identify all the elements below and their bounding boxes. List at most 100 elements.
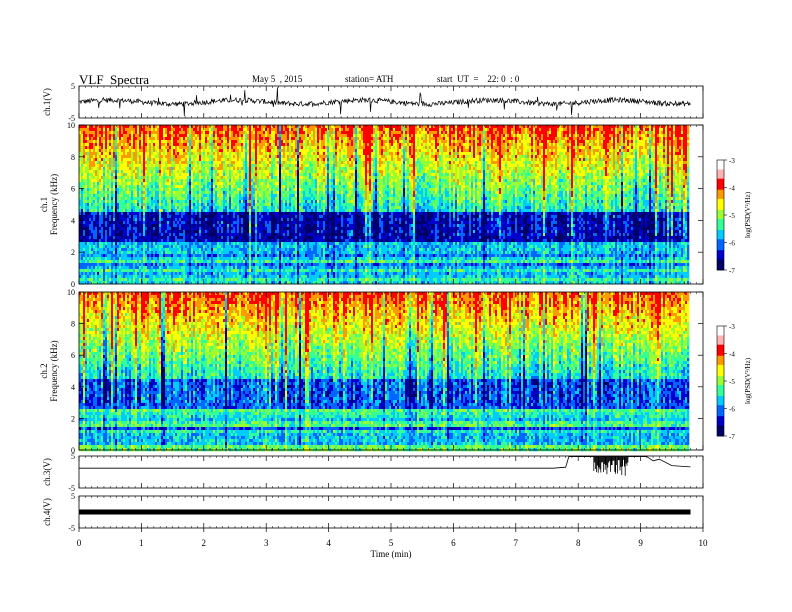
- spectrogram-cell: [261, 161, 266, 165]
- spectrogram-cell: [415, 167, 420, 171]
- spectrogram-cell: [361, 128, 374, 132]
- spectrogram-cell: [615, 146, 618, 150]
- spectrogram-cell: [399, 155, 402, 159]
- spectrogram-cell: [209, 140, 212, 144]
- spectrogram-cell: [387, 161, 390, 165]
- spectrogram-cell: [671, 185, 674, 189]
- spectrogram-cell: [403, 173, 406, 177]
- spectrogram-cell: [517, 167, 530, 171]
- spectrogram-cell: [127, 131, 132, 135]
- spectrogram-cell: [625, 134, 628, 138]
- spectrogram-cell: [123, 170, 132, 174]
- spectrogram-cell: [131, 161, 134, 165]
- spectrogram-cell: [573, 164, 576, 168]
- spectrogram-cell: [527, 185, 530, 189]
- spectrogram-cell: [143, 155, 146, 159]
- spectrogram-cell: [609, 167, 612, 171]
- spectrogram-cell: [423, 155, 426, 159]
- spectrogram-cell: [139, 128, 146, 132]
- spectrogram-cell: [275, 134, 278, 138]
- spectrogram-cell: [405, 161, 408, 165]
- spectrogram-cell: [231, 143, 236, 147]
- spectrogram-cell: [163, 161, 166, 165]
- spectrogram-cell: [97, 167, 100, 171]
- spectrogram-cell: [331, 167, 334, 171]
- spectrogram-cell: [303, 182, 306, 186]
- spectrogram-cell: [111, 170, 114, 174]
- spectrogram-cell: [93, 182, 96, 186]
- spectrogram-cell: [611, 176, 616, 180]
- spectrogram-cell: [259, 167, 262, 171]
- spectrogram-cell: [185, 182, 188, 186]
- spectrogram-cell: [647, 179, 650, 183]
- spectrogram-cell: [573, 182, 576, 186]
- spectrogram-cell: [153, 128, 156, 132]
- spectrogram-cell: [427, 176, 430, 180]
- spectrogram-cell: [185, 167, 188, 171]
- spectrogram-cell: [201, 152, 204, 156]
- spectrogram-cell: [361, 167, 366, 171]
- spectrogram-cell: [345, 143, 348, 147]
- spectrogram-cell: [455, 170, 458, 174]
- spectrogram-cell: [91, 176, 96, 180]
- spectrogram-cell: [211, 164, 214, 168]
- spectrogram-cell: [167, 152, 172, 156]
- spectrogram-cell: [369, 161, 372, 165]
- spectrogram-cell: [265, 134, 268, 138]
- spectrogram-cell: [325, 161, 328, 165]
- spectrogram-cell: [129, 149, 132, 153]
- spectrogram-cell: [315, 170, 318, 174]
- spectrogram-cell: [159, 125, 172, 129]
- spectrogram-cell: [107, 131, 112, 135]
- spectrogram-cell: [191, 131, 196, 135]
- spectrogram-cell: [125, 128, 136, 132]
- spectrogram-cell: [373, 134, 376, 138]
- spectrogram-cell: [87, 176, 90, 180]
- spectrogram-cell: [437, 155, 440, 159]
- spectrogram-cell: [173, 149, 176, 153]
- spectrogram-cell: [455, 158, 458, 162]
- spectrogram-cell: [185, 137, 188, 141]
- spectrogram-cell: [535, 161, 540, 165]
- spectrogram-cell: [217, 128, 224, 132]
- spectrogram-cell: [383, 128, 386, 132]
- spectrogram-cell: [687, 170, 690, 174]
- spectrogram-cell: [533, 131, 536, 135]
- spectrogram-cell: [589, 155, 592, 159]
- spectrogram-cell: [401, 179, 404, 183]
- spectrogram-cell: [665, 140, 668, 144]
- spectrogram-cell: [615, 179, 620, 183]
- spectrogram-cell: [89, 170, 94, 174]
- spectrogram-cell: [255, 158, 258, 162]
- spectrogram-cell: [117, 149, 122, 153]
- spectrogram-cell: [575, 152, 586, 156]
- spectrogram-cell: [249, 185, 252, 189]
- spectrogram-cell: [517, 155, 520, 159]
- spectrogram-cell: [81, 134, 84, 138]
- spectrogram-cell: [679, 173, 682, 177]
- spectrogram-cell: [105, 167, 108, 171]
- spectrogram-cell: [299, 164, 302, 168]
- spectrogram-cell: [509, 155, 512, 159]
- spectrogram-cell: [105, 173, 108, 177]
- spectrogram-cell: [583, 164, 588, 168]
- spectrogram-cell: [235, 161, 244, 165]
- spectrogram-cell: [493, 170, 496, 174]
- spectrogram-cell: [413, 179, 416, 183]
- spectrogram-cell: [171, 140, 174, 144]
- spectrogram-cell: [183, 140, 190, 144]
- spectrogram-cell: [289, 173, 294, 177]
- spectrogram-cell: [341, 185, 344, 189]
- spectrogram-cell: [639, 185, 644, 189]
- spectrogram-cell: [495, 155, 500, 159]
- spectrogram-cell: [545, 152, 548, 156]
- spectrogram-cell: [405, 167, 408, 171]
- spectrogram-cell: [403, 185, 406, 189]
- spectrogram-cell: [621, 176, 624, 180]
- spectrogram-cell: [323, 134, 326, 138]
- spectrogram-cell: [317, 170, 324, 174]
- spectrogram-cell: [491, 173, 494, 177]
- spectrogram-cell: [343, 167, 348, 171]
- spectrogram-cell: [147, 140, 152, 144]
- spectrogram-cell: [519, 173, 522, 177]
